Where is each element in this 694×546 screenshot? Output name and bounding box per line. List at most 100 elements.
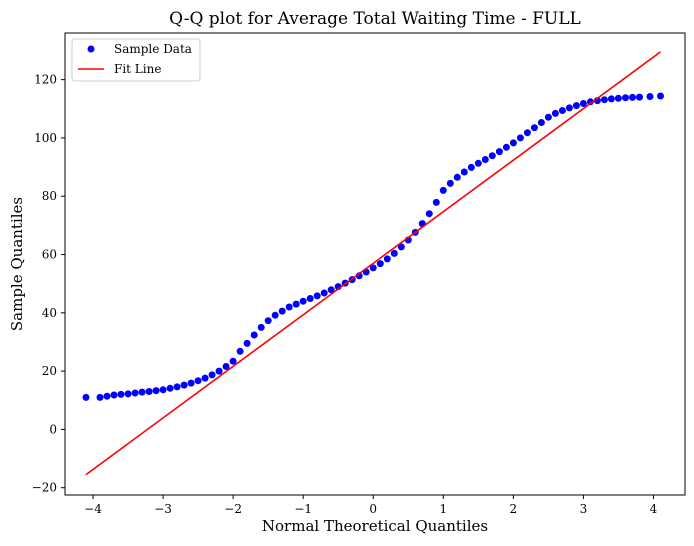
x-tick-label: 3 [580, 502, 588, 516]
data-point [376, 260, 384, 268]
data-point [173, 383, 181, 391]
data-point [607, 95, 615, 103]
data-point [629, 93, 636, 101]
y-axis-ticks: −20 0 20 40 60 80 100 120 [32, 73, 65, 495]
data-point [474, 159, 482, 167]
data-point [215, 367, 223, 375]
data-point [103, 392, 111, 400]
fit-line-layer [85, 51, 661, 476]
data-point [537, 119, 545, 126]
x-tick-label: −2 [224, 502, 242, 516]
data-point [159, 386, 167, 394]
data-point [432, 198, 440, 206]
data-point [96, 393, 104, 401]
legend-label-fit-line: Fit Line [114, 62, 161, 76]
y-tick-label: −20 [32, 481, 57, 495]
data-point [180, 381, 188, 389]
legend-marker-sample-data [87, 45, 95, 53]
data-point [390, 249, 398, 257]
data-point [523, 129, 531, 137]
y-tick-label: 60 [42, 248, 57, 262]
data-point [425, 210, 433, 218]
data-point [306, 295, 314, 302]
y-tick-label: 0 [49, 422, 57, 436]
data-point [243, 339, 251, 347]
data-point [572, 102, 580, 110]
data-point [222, 363, 230, 370]
data-point [250, 331, 258, 339]
data-point [320, 289, 328, 297]
data-point [530, 124, 538, 132]
data-point [271, 311, 279, 319]
data-point [544, 113, 552, 121]
y-tick-label: 20 [42, 364, 57, 378]
data-point [509, 139, 517, 147]
legend-box [71, 38, 201, 82]
data-point [152, 387, 160, 395]
data-point [488, 152, 496, 160]
data-point [565, 104, 573, 112]
y-tick-label: 120 [34, 73, 57, 87]
data-point [481, 156, 489, 163]
data-point [236, 347, 244, 355]
data-point [558, 107, 566, 114]
y-tick-label: 80 [42, 189, 57, 203]
legend: Sample Data Fit Line [71, 38, 201, 82]
data-point [194, 377, 202, 385]
data-point [622, 94, 629, 102]
data-point [208, 371, 216, 379]
data-point [327, 286, 335, 294]
data-point [460, 168, 468, 176]
data-point [124, 390, 132, 398]
data-point [166, 384, 174, 392]
data-point [586, 98, 594, 106]
legend-label-sample-data: Sample Data [114, 42, 192, 56]
data-point [138, 388, 146, 396]
chart-title: Q-Q plot for Average Total Waiting Time … [169, 9, 581, 29]
data-point [110, 391, 118, 399]
data-point [117, 390, 125, 398]
data-point [145, 388, 153, 395]
x-tick-label: −3 [154, 502, 172, 516]
data-point [201, 374, 209, 382]
data-point [369, 264, 377, 272]
y-axis-label: Sample Quantiles [8, 197, 26, 331]
data-point [516, 134, 524, 142]
data-point [278, 307, 286, 315]
x-tick-label: −1 [294, 502, 312, 516]
data-point [453, 173, 461, 181]
y-tick-label: 100 [34, 131, 57, 145]
x-tick-label: 0 [369, 502, 377, 516]
data-point [313, 292, 321, 300]
x-tick-label: 4 [650, 502, 658, 516]
data-point [229, 357, 237, 365]
data-point [636, 93, 643, 101]
x-axis-ticks: −4 −3 −2 −1 0 1 2 3 4 [84, 495, 658, 516]
data-point [397, 243, 405, 251]
data-point [299, 297, 307, 305]
x-axis-label: Normal Theoretical Quantiles [262, 517, 488, 535]
data-point [285, 303, 293, 311]
data-point [646, 93, 654, 100]
data-point [82, 393, 90, 401]
data-point [264, 317, 272, 325]
data-point [131, 389, 139, 397]
data-point [502, 143, 510, 151]
data-point [446, 179, 454, 187]
data-point [495, 148, 503, 156]
data-point [551, 109, 559, 117]
data-point [657, 92, 664, 100]
x-tick-label: −4 [84, 502, 102, 516]
x-tick-label: 1 [439, 502, 447, 516]
data-point [600, 96, 608, 104]
data-point [467, 163, 475, 171]
data-point [292, 300, 300, 308]
data-point [614, 94, 622, 102]
data-point [187, 379, 195, 387]
fit-line [85, 51, 661, 476]
data-point [383, 255, 391, 263]
y-tick-label: 40 [42, 306, 57, 320]
plot-area-frame [64, 32, 686, 496]
